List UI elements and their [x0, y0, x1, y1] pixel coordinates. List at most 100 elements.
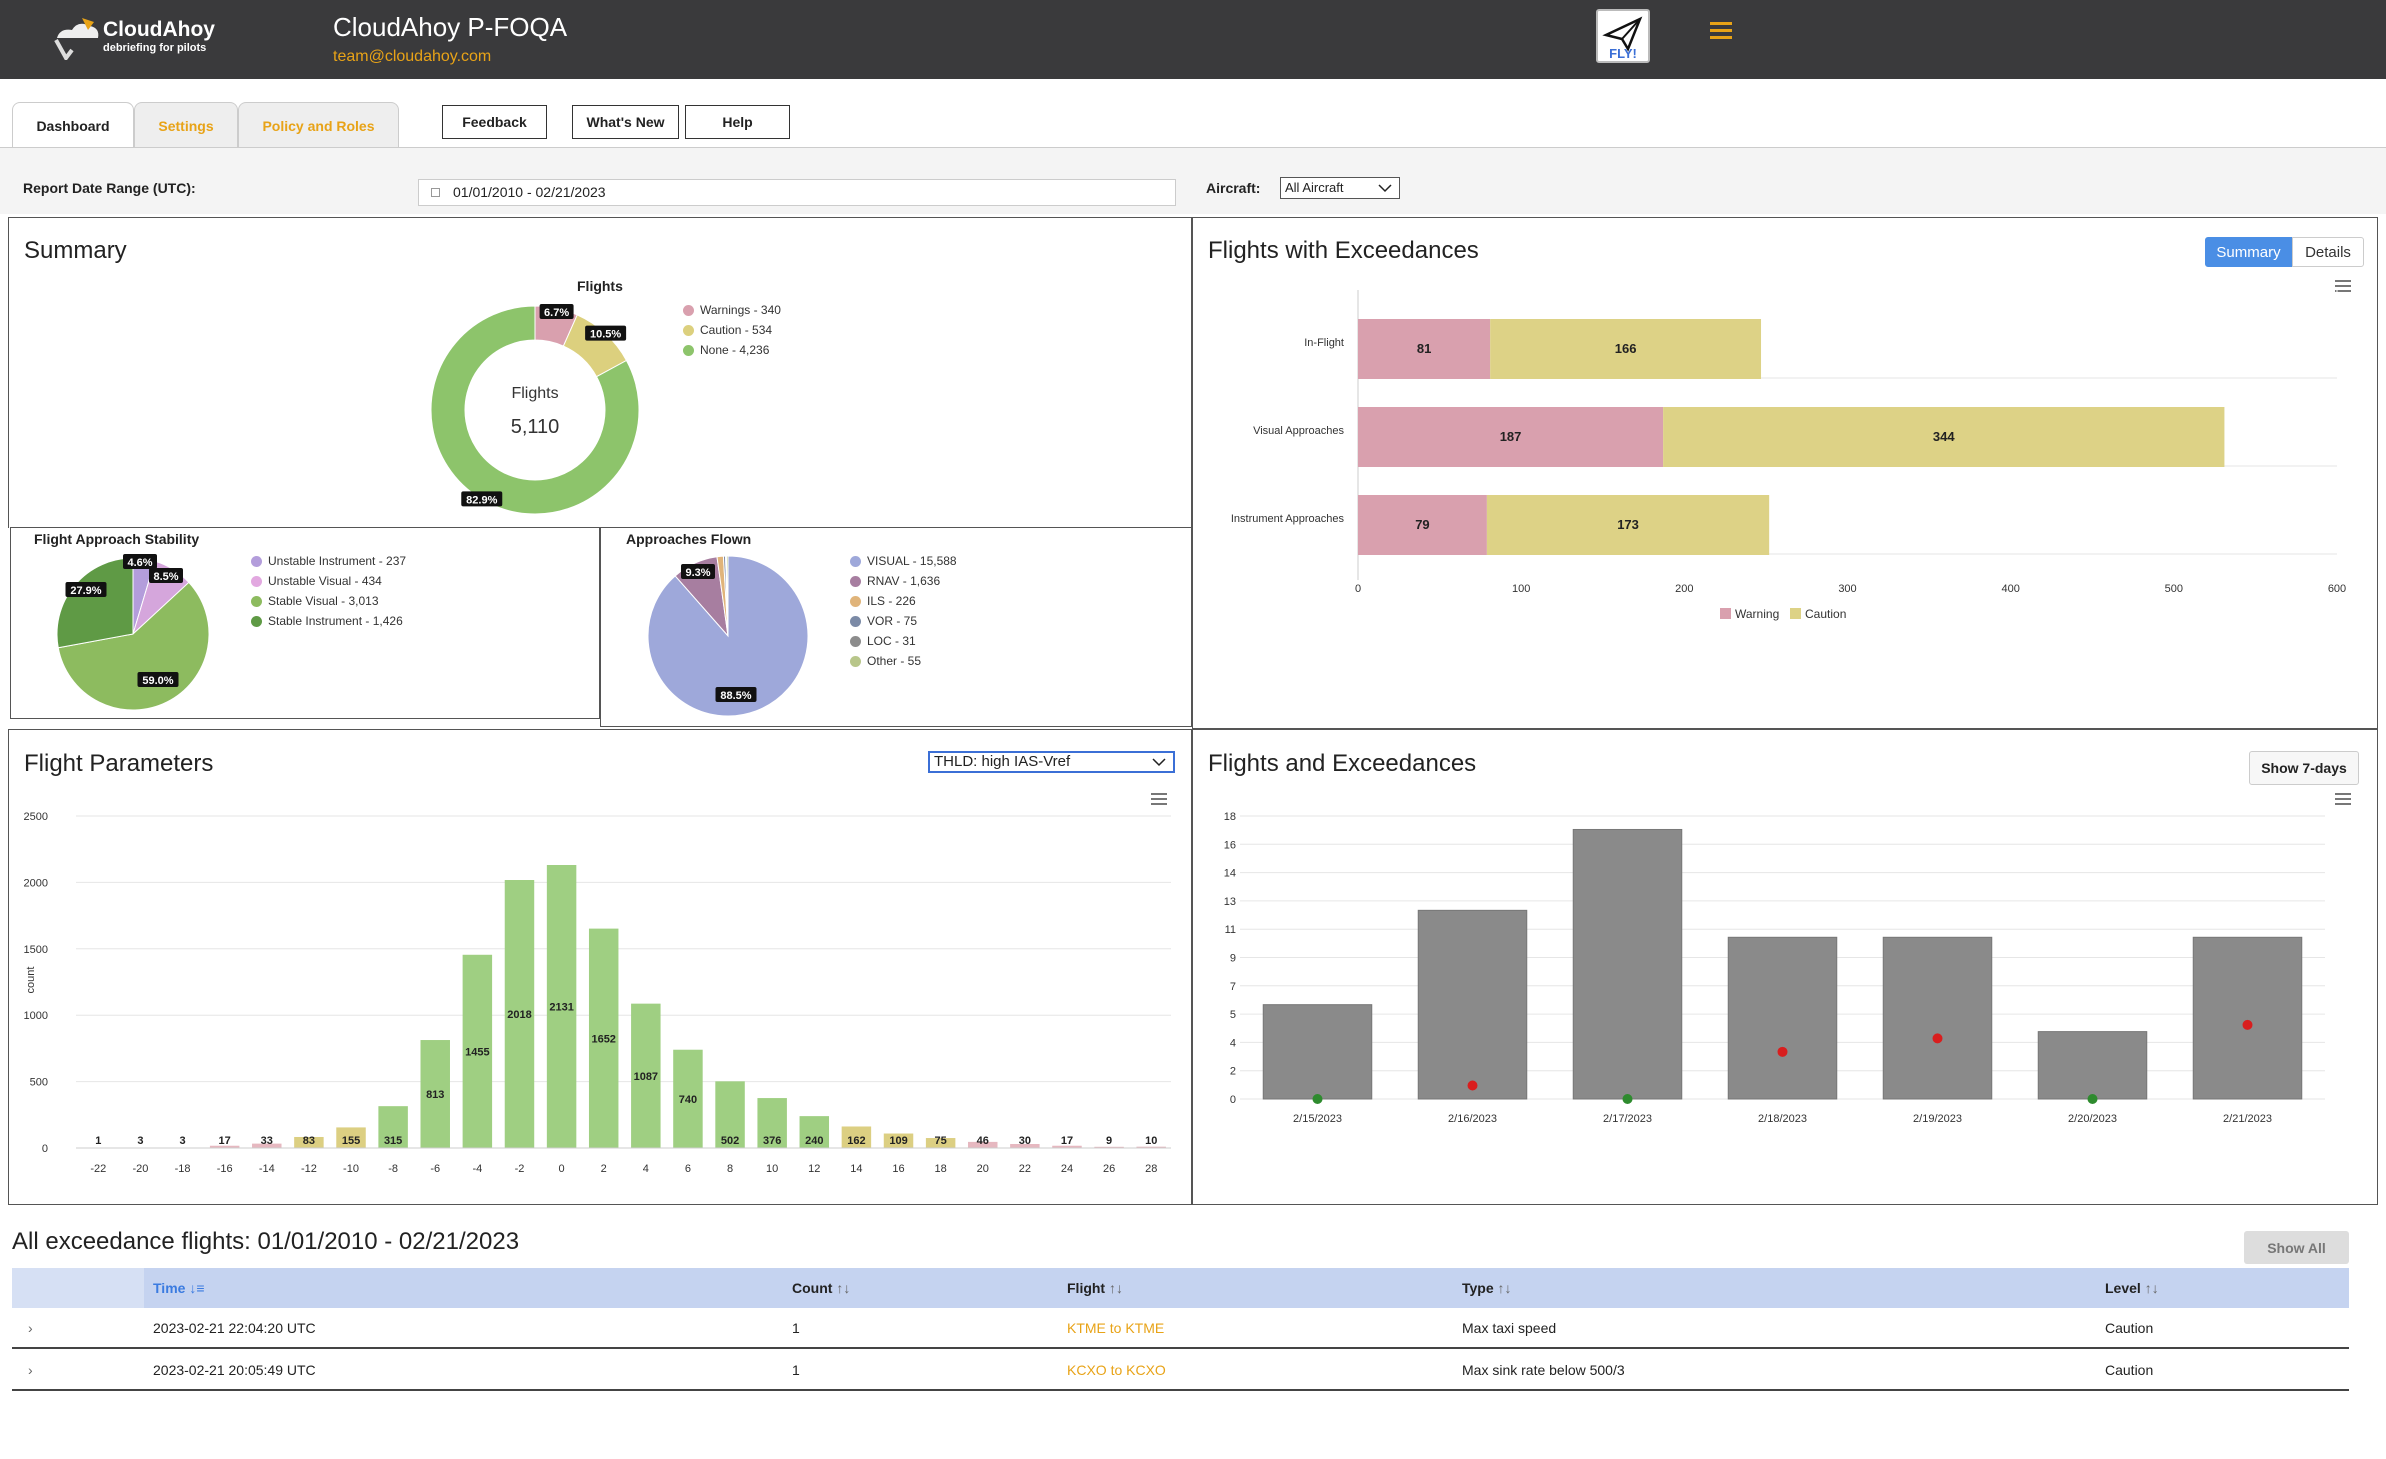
row-flight-link[interactable]: KTME to KTME: [1067, 1320, 1165, 1336]
legend-item-unstable-visual[interactable]: Unstable Visual - 434: [251, 571, 406, 591]
sort-desc-icon: ↓≡: [189, 1280, 205, 1296]
histogram-bar: [504, 880, 535, 1148]
bar-value-label: 33: [261, 1135, 273, 1147]
x-tick-label: 28: [1145, 1163, 1157, 1175]
legend-item-rnav[interactable]: RNAV - 1,636: [850, 571, 957, 591]
y-tick-label: 1500: [24, 944, 48, 956]
chart-menu-icon[interactable]: [2335, 280, 2351, 292]
flights-donut-chart: 6.7% 10.5% 82.9%: [430, 304, 640, 515]
bar-value-label: 376: [763, 1135, 781, 1147]
time-column-header[interactable]: Time ↓≡: [153, 1280, 205, 1296]
chevron-down-icon: [1378, 184, 1392, 193]
calendar-icon: [431, 188, 440, 197]
table-row[interactable]: › 2023-02-21 20:05:49 UTC 1 KCXO to KCXO…: [12, 1350, 2349, 1391]
exceedance-point: [2242, 1019, 2253, 1030]
tab-settings[interactable]: Settings: [134, 102, 238, 148]
show-all-button[interactable]: Show All: [2244, 1231, 2349, 1264]
type-column-header[interactable]: Type ↑↓: [1462, 1280, 1512, 1296]
x-tick-label: 12: [808, 1163, 820, 1175]
category-label: Visual Approaches: [1253, 425, 1344, 437]
flight-column-header[interactable]: Flight ↑↓: [1067, 1280, 1123, 1296]
x-tick-label: 2/21/2023: [2223, 1113, 2272, 1125]
aircraft-label: Aircraft:: [1206, 180, 1261, 196]
donut-label-0-bg: [539, 304, 574, 319]
legend-item-unstable-instrument[interactable]: Unstable Instrument - 237: [251, 551, 406, 571]
bar-value-label: 187: [1500, 429, 1522, 444]
feedback-button[interactable]: Feedback: [442, 105, 547, 139]
daily-bar: [2192, 936, 2303, 1100]
tab-dashboard[interactable]: Dashboard: [12, 102, 134, 149]
row-flight-link[interactable]: KCXO to KCXO: [1067, 1362, 1166, 1378]
table-row[interactable]: › 2023-02-21 22:04:20 UTC 1 KTME to KTME…: [12, 1308, 2349, 1349]
bar-value-label: 162: [847, 1135, 865, 1147]
x-tick-label: 0: [559, 1163, 565, 1175]
bar-value-label: 1455: [465, 1046, 489, 1058]
summary-toggle-button[interactable]: Summary: [2205, 237, 2292, 267]
account-email[interactable]: team@cloudahoy.com: [333, 48, 492, 65]
legend-item-none[interactable]: None - 4,236: [683, 340, 781, 360]
y-tick-label: 2: [1230, 1066, 1236, 1078]
details-toggle-button[interactable]: Details: [2292, 237, 2364, 267]
bar-value-label: 1: [95, 1135, 101, 1147]
bar-value-label: 3: [179, 1135, 185, 1147]
legend-item-caution[interactable]: Caution - 534: [683, 320, 781, 340]
fly-button[interactable]: FLY!: [1596, 9, 1650, 63]
category-label: Instrument Approaches: [1231, 513, 1345, 525]
daily-flights-chart: 0 2 4 5 7 9 11 13 14 16 18 2/15/2023 2/16/2023 2/17/2…: [1224, 811, 2325, 1125]
menu-icon[interactable]: [1710, 22, 1732, 40]
bar-value-label: 813: [426, 1089, 444, 1101]
aircraft-select[interactable]: All Aircraft: [1280, 177, 1400, 199]
legend-item-loc[interactable]: LOC - 31: [850, 631, 957, 651]
legend-item-other[interactable]: Other - 55: [850, 651, 957, 671]
histogram-bar: [631, 1003, 661, 1148]
pie-label-2-bg: [137, 672, 179, 687]
tab-policy-and-roles[interactable]: Policy and Roles: [238, 102, 399, 148]
show-7-days-button[interactable]: Show 7-days: [2249, 751, 2359, 785]
histogram-bar: [378, 1106, 408, 1148]
x-tick-label: 22: [1019, 1163, 1031, 1175]
x-tick-label: 10: [766, 1163, 778, 1175]
sort-icon: ↑↓: [1109, 1280, 1123, 1296]
date-range-input[interactable]: 01/01/2010 - 02/21/2023: [418, 179, 1176, 206]
x-tick-label: -10: [343, 1163, 359, 1175]
x-tick-label: -22: [90, 1163, 106, 1175]
legend-item-stable-instrument[interactable]: Stable Instrument - 1,426: [251, 611, 406, 631]
bar-value-label: 166: [1615, 341, 1637, 356]
sort-icon: ↑↓: [1497, 1280, 1512, 1296]
legend-item-vor[interactable]: VOR - 75: [850, 611, 957, 631]
y-tick-label: 18: [1224, 811, 1236, 823]
flights-legend: Warnings - 340 Caution - 534 None - 4,23…: [683, 300, 781, 360]
help-button[interactable]: Help: [685, 105, 790, 139]
filter-bar: Report Date Range (UTC): Aircraft:: [0, 148, 2386, 214]
chart-menu-icon[interactable]: [2335, 793, 2351, 805]
x-tick-label: 100: [1512, 583, 1530, 595]
exceedance-point: [1777, 1046, 1788, 1057]
whats-new-button[interactable]: What's New: [572, 105, 679, 139]
logo-name: CloudAhoy: [103, 18, 215, 41]
bar-value-label: 502: [721, 1135, 739, 1147]
histogram-bar: [546, 865, 577, 1148]
parameter-select[interactable]: THLD: high IAS-Vref: [928, 751, 1175, 773]
bar-value-label: 1087: [634, 1071, 658, 1083]
count-column-header[interactable]: Count ↑↓: [792, 1280, 851, 1296]
expand-row-icon[interactable]: ›: [28, 1362, 33, 1378]
daily-bar: [1882, 936, 1993, 1100]
chart-menu-icon[interactable]: [1151, 793, 1167, 805]
donut-label-1: 10.5%: [590, 329, 621, 341]
histogram-bar: [294, 1136, 324, 1148]
legend-item-visual[interactable]: VISUAL - 15,588: [850, 551, 957, 571]
legend-label-warning: Warning: [1735, 607, 1779, 621]
legend-item-ils[interactable]: ILS - 226: [850, 591, 957, 611]
level-column-header[interactable]: Level ↑↓: [2105, 1280, 2159, 1296]
legend-item-stable-visual[interactable]: Stable Visual - 3,013: [251, 591, 406, 611]
expand-row-icon[interactable]: ›: [28, 1320, 33, 1336]
cloudahoy-logo[interactable]: [52, 10, 227, 62]
pie-label-0: 4.6%: [127, 557, 152, 569]
bar-value-label: 740: [679, 1094, 697, 1106]
bar-value-label: 173: [1617, 517, 1639, 532]
y-tick-label: 4: [1230, 1037, 1236, 1049]
histogram-bar: [1136, 1146, 1166, 1148]
date-range-label: Report Date Range (UTC):: [23, 180, 196, 196]
exceedance-point: [2087, 1094, 2098, 1104]
legend-item-warnings[interactable]: Warnings - 340: [683, 300, 781, 320]
